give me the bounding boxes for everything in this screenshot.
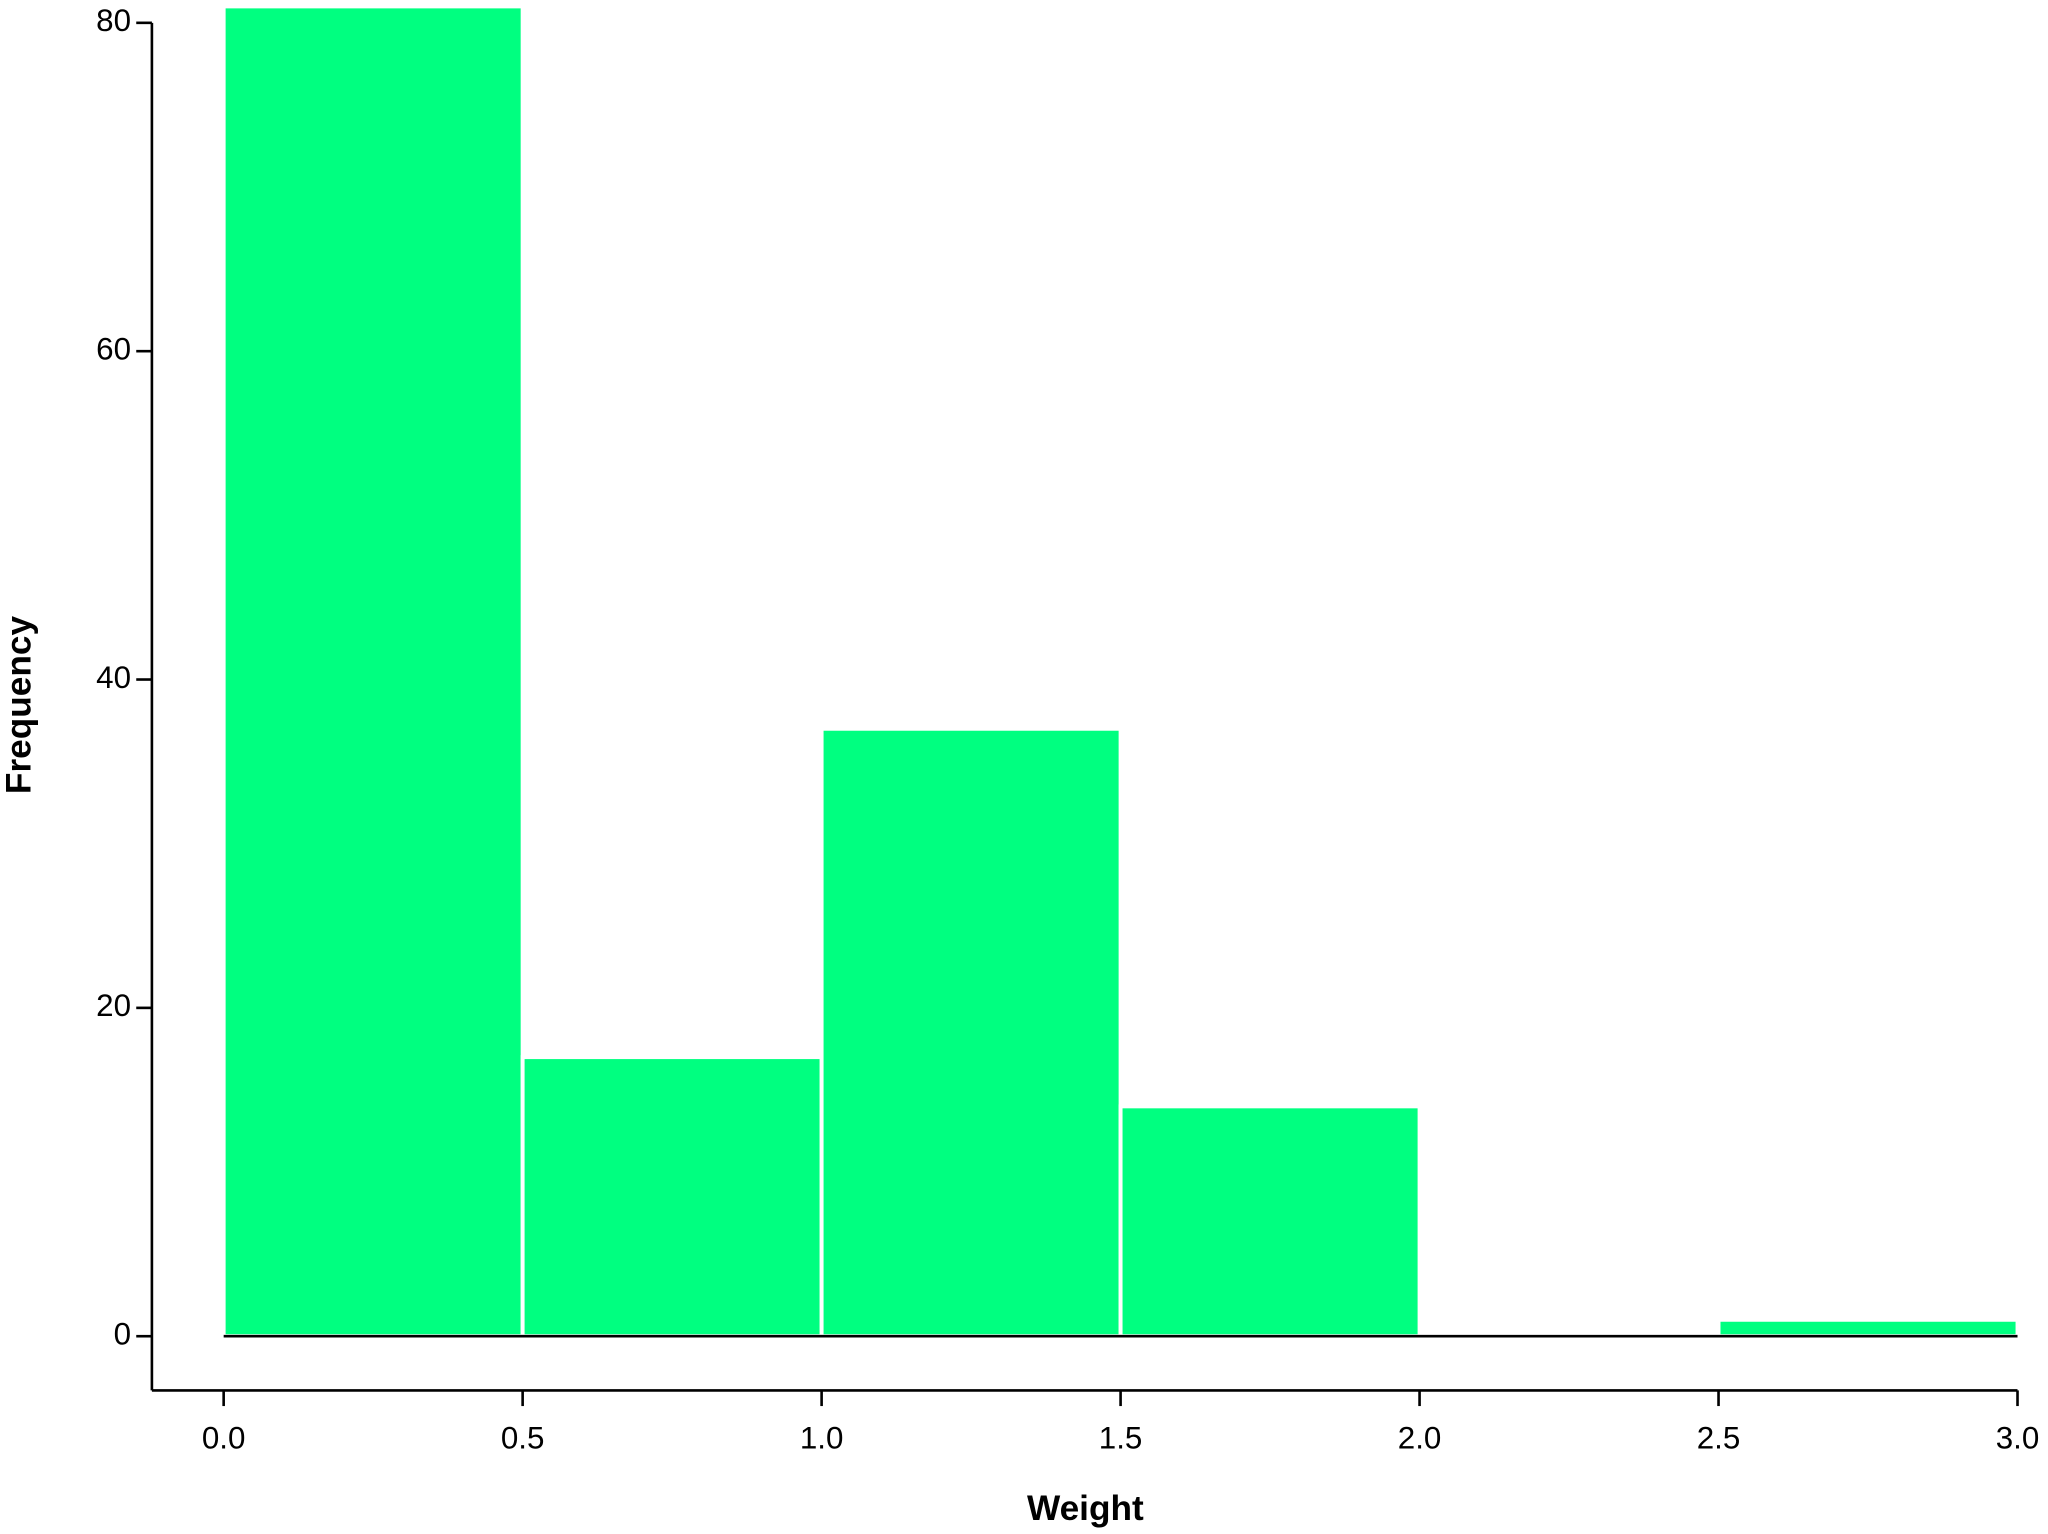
x-tick-label: 2.0 [1398,1420,1442,1455]
bar [1118,1104,1422,1339]
x-tick-label: 2.5 [1697,1420,1741,1455]
y-axis-label: Frequency [0,615,39,794]
x-tick-label: 1.0 [800,1420,844,1455]
bar [1716,1317,2020,1339]
y-tick-label: 20 [96,988,131,1023]
bar [819,726,1123,1339]
bar [520,1055,824,1339]
x-tick-label: 1.5 [1099,1420,1143,1455]
y-tick-label: 80 [96,3,131,38]
y-tick-label: 40 [96,660,131,695]
x-tick-label: 0.0 [202,1420,246,1455]
x-tick-label: 0.5 [501,1420,545,1455]
x-axis-label: Weight [1027,1489,1144,1528]
y-tick-label: 0 [114,1316,131,1351]
x-tick-label: 3.0 [1996,1420,2040,1455]
y-tick-label: 60 [96,331,131,366]
bar [221,4,525,1339]
